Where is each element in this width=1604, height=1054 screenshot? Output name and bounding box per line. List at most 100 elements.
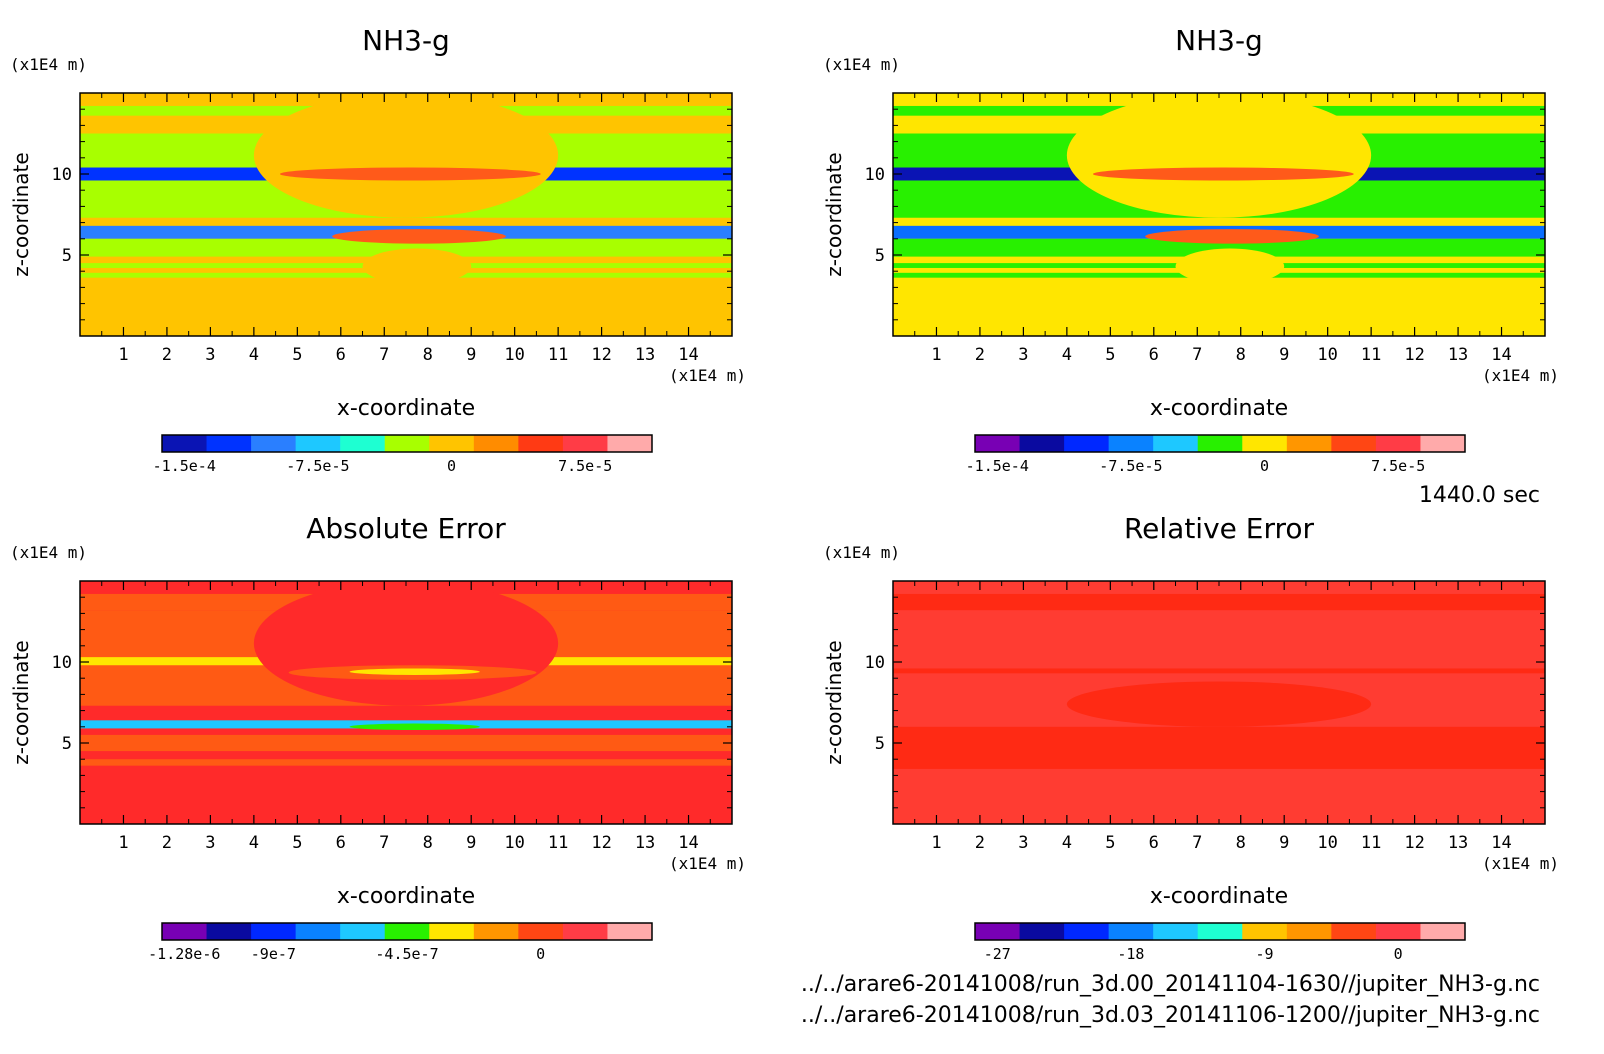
- x-tick-label: 9: [1279, 345, 1289, 365]
- x-axis-label: x-coordinate: [337, 396, 475, 421]
- x-tick-label: 1: [931, 345, 941, 365]
- colorbar-swatch: [295, 923, 341, 940]
- y-unit-label: (x1E4 m): [823, 543, 900, 562]
- chart-title: NH3-g: [1175, 24, 1263, 57]
- y-axis-label: z-coordinate: [9, 640, 33, 764]
- x-tick-label: 12: [1404, 833, 1424, 853]
- colorbar-swatch: [384, 435, 430, 452]
- panel-1: NH3-g(x1E4 m)1 2 3 4 5 6 7 8 9 10 11 12 13 14510z-coo…: [9, 24, 746, 475]
- x-tick-label: 6: [336, 345, 346, 365]
- colorbar-swatch: [429, 435, 475, 452]
- y-tick-label: 10: [865, 653, 885, 673]
- y-unit-label: (x1E4 m): [10, 55, 87, 74]
- colorbar-label: -1.28e-6: [148, 945, 220, 963]
- chart-title: Relative Error: [1124, 512, 1315, 545]
- colorbar-label: 0: [1394, 945, 1403, 963]
- colorbar-swatch: [473, 435, 519, 452]
- colorbar-swatch: [1242, 923, 1288, 940]
- x-tick-label: 3: [205, 345, 215, 365]
- field-band: [80, 734, 732, 752]
- x-tick-label: 1: [931, 833, 941, 853]
- colorbar-swatch: [1375, 923, 1421, 940]
- x-tick-label: 13: [1448, 345, 1468, 365]
- colorbar-swatch: [1019, 435, 1065, 452]
- x-tick-label: 5: [292, 833, 302, 853]
- x-tick-label: 7: [1192, 833, 1202, 853]
- x-unit-label: (x1E4 m): [1482, 366, 1559, 385]
- colorbar-label: -1.5e-4: [153, 457, 216, 475]
- x-tick-label: 1: [118, 833, 128, 853]
- field-band: [893, 726, 1545, 769]
- x-tick-label: 6: [1149, 345, 1159, 365]
- field-feature: [279, 167, 541, 181]
- colorbar-swatch: [562, 923, 608, 940]
- colorbar-swatch: [162, 435, 208, 452]
- colorbar-swatch: [384, 923, 430, 940]
- colorbar-swatch: [251, 923, 297, 940]
- field-feature: [349, 668, 480, 675]
- x-tick-label: 13: [635, 833, 655, 853]
- colorbar-label: 0: [447, 457, 456, 475]
- colorbar-label: -9: [1256, 945, 1274, 963]
- x-tick-label: 5: [1105, 833, 1115, 853]
- x-tick-label: 5: [292, 345, 302, 365]
- x-tick-label: 10: [1317, 833, 1337, 853]
- x-tick-label: 10: [504, 345, 524, 365]
- x-tick-label: 2: [975, 345, 985, 365]
- colorbar-swatch: [1331, 923, 1377, 940]
- colorbar-swatch: [1242, 435, 1288, 452]
- x-tick-label: 5: [1105, 345, 1115, 365]
- field-band: [80, 238, 732, 257]
- colorbar-swatch: [1197, 923, 1243, 940]
- x-tick-label: 14: [678, 833, 698, 853]
- colorbar-frame: [161, 922, 653, 941]
- colorbar-frame: [974, 922, 1466, 941]
- y-tick-label: 10: [52, 165, 72, 185]
- colorbar-swatch: [1286, 435, 1332, 452]
- x-tick-label: 14: [1491, 345, 1511, 365]
- colorbar-swatch: [1019, 923, 1065, 940]
- file-path-2: ../../arare6-20141008/run_3d.03_20141106…: [801, 1003, 1540, 1028]
- plot-area: [80, 93, 732, 336]
- x-tick-label: 11: [548, 833, 568, 853]
- colorbar-swatch: [607, 923, 653, 940]
- x-tick-label: 11: [548, 345, 568, 365]
- x-tick-label: 9: [466, 833, 476, 853]
- x-tick-label: 8: [423, 345, 433, 365]
- x-tick-label: 2: [162, 833, 172, 853]
- x-tick-label: 2: [162, 345, 172, 365]
- field-feature: [332, 229, 506, 244]
- colorbar-label: -27: [984, 945, 1011, 963]
- y-axis-label: z-coordinate: [822, 152, 846, 276]
- colorbar-swatch: [1420, 435, 1466, 452]
- x-tick-label: 7: [1192, 345, 1202, 365]
- x-axis-label: x-coordinate: [1150, 884, 1288, 909]
- x-tick-label: 7: [379, 345, 389, 365]
- colorbar-frame: [161, 434, 653, 453]
- x-tick-label: 9: [466, 345, 476, 365]
- plot-area: [893, 581, 1545, 824]
- colorbar-swatch: [1197, 435, 1243, 452]
- x-tick-label: 10: [1317, 345, 1337, 365]
- colorbar-label: -1.5e-4: [966, 457, 1029, 475]
- field-feature: [362, 248, 472, 285]
- field-feature: [349, 723, 480, 731]
- x-tick-label: 2: [975, 833, 985, 853]
- y-tick-label: 5: [62, 734, 72, 754]
- colorbar-label: 7.5e-5: [1371, 457, 1425, 475]
- colorbar-swatch: [1108, 435, 1154, 452]
- y-axis-label: z-coordinate: [9, 152, 33, 276]
- field-feature: [1092, 167, 1354, 181]
- field-feature: [253, 581, 559, 706]
- x-tick-label: 13: [1448, 833, 1468, 853]
- colorbar-swatch: [206, 923, 252, 940]
- colorbar-swatch: [975, 435, 1021, 452]
- colorbar-frame: [974, 434, 1466, 453]
- colorbar-swatch: [1286, 923, 1332, 940]
- y-tick-label: 10: [865, 165, 885, 185]
- colorbar-swatch: [1064, 923, 1110, 940]
- colorbar-swatch: [340, 435, 386, 452]
- colorbar-swatch: [1420, 923, 1466, 940]
- colorbar-swatch: [295, 435, 341, 452]
